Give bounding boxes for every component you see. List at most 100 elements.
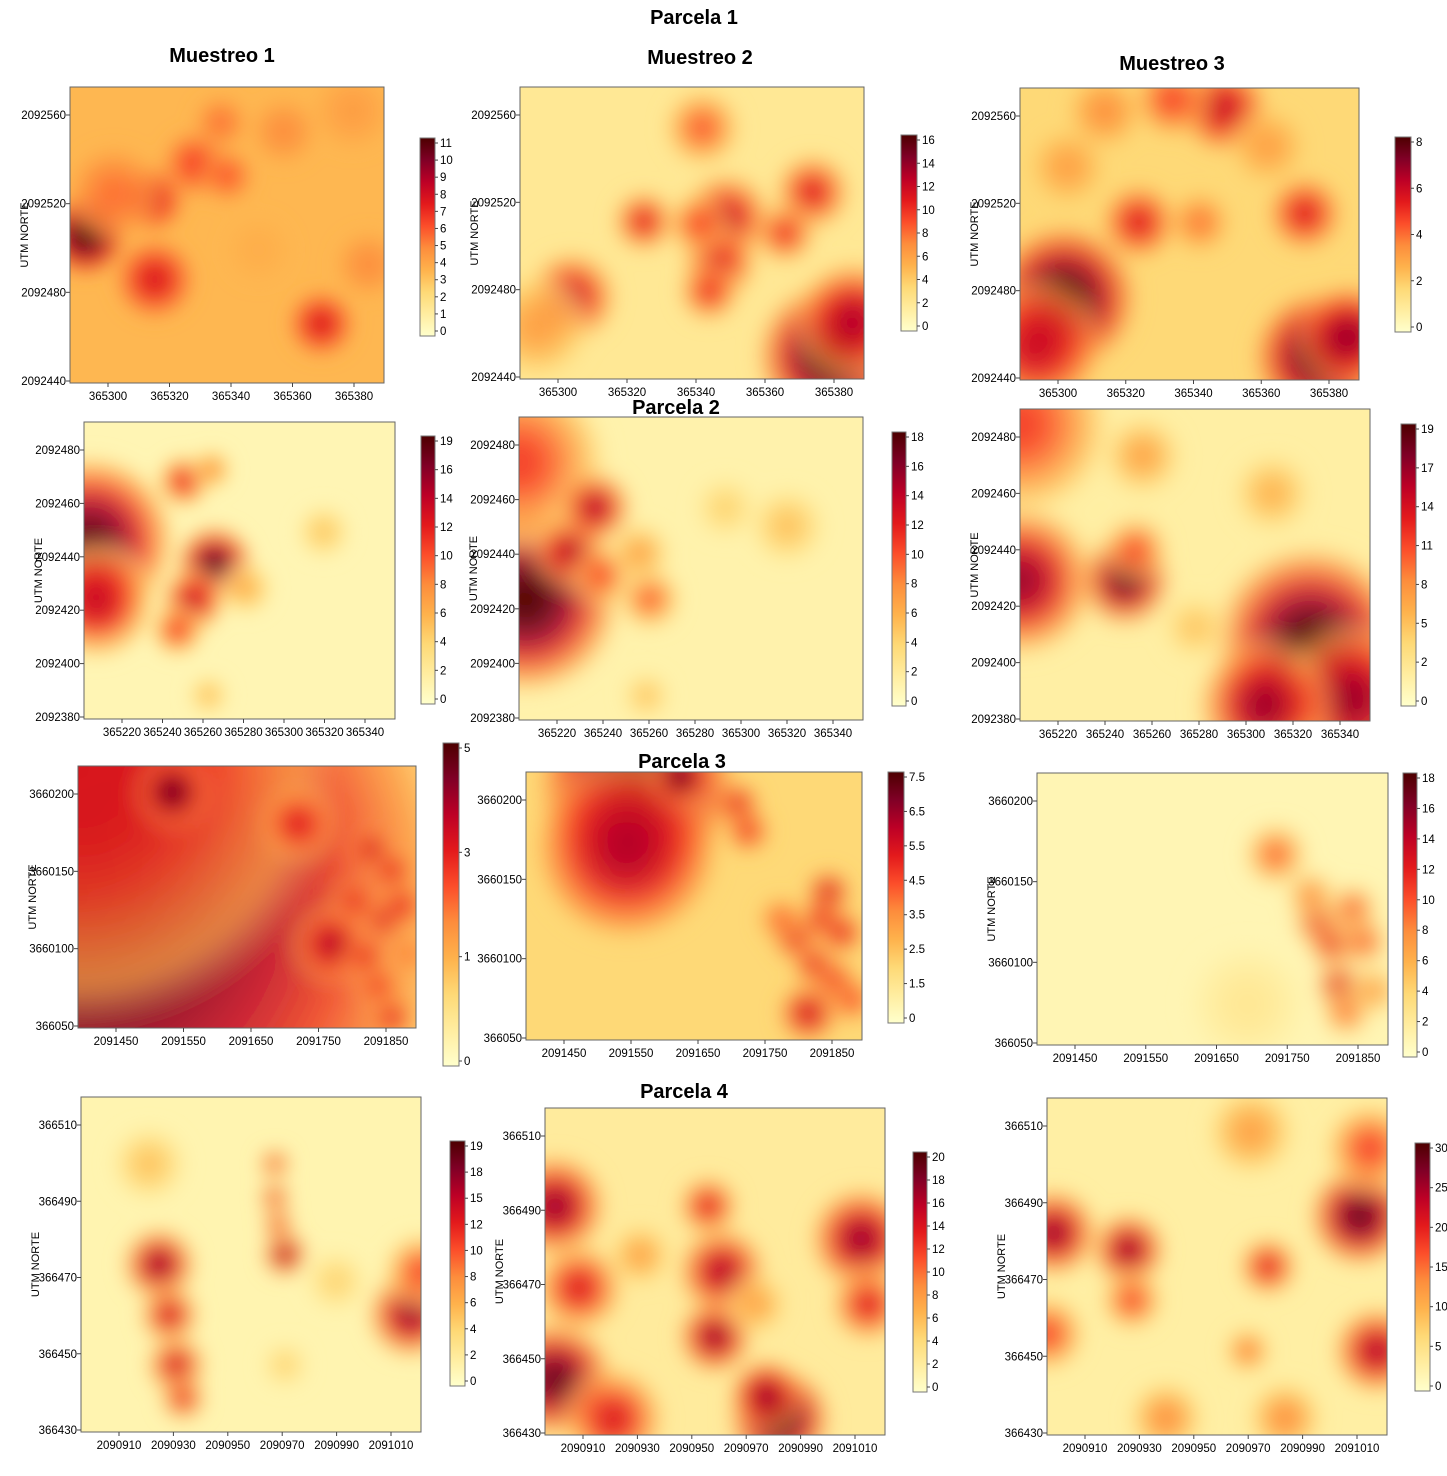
row-title-parcela-1: Parcela 1 (650, 7, 738, 29)
plot-frame (77, 765, 417, 1029)
colorbar-tick-label: 19 (440, 436, 453, 448)
hotspot-mark (1067, 88, 1143, 149)
hotspot-mark (1340, 918, 1387, 965)
heatmap-field (519, 417, 863, 720)
colorbar-tick-label: 6 (470, 1298, 476, 1310)
y-tick-label: 366510 (39, 1120, 77, 1132)
x-tick-label: 365300 (539, 387, 577, 399)
colorbar (419, 137, 436, 337)
x-tick-label: 365340 (212, 391, 250, 403)
colorbar (442, 742, 460, 1067)
hotspot-mark (262, 1232, 308, 1277)
colorbar-tick-label: 1 (440, 309, 446, 321)
y-axis-label: UTM NORTE (969, 201, 981, 266)
hotspot-mark (121, 1227, 197, 1302)
colorbar-tick-label: 10 (470, 1245, 483, 1257)
colorbar-tick-label: 20 (1435, 1222, 1447, 1234)
hotspot-mark (520, 273, 591, 379)
hotspot-mark (259, 1149, 290, 1179)
hotspot-mark (370, 995, 415, 1028)
y-tick-label: 2092560 (21, 110, 66, 122)
hotspot-mark (199, 148, 255, 204)
y-tick-label: 366470 (39, 1273, 77, 1285)
y-tick-label: 366050 (995, 1038, 1033, 1050)
hotspot-mark (1350, 967, 1388, 1014)
hotspot-mark (311, 87, 384, 153)
hotspot-mark (728, 1358, 804, 1434)
colorbar-tick-label: 2 (1421, 657, 1427, 669)
y-axis-label: UTM NORTE (494, 1239, 506, 1304)
y-tick-label: 366430 (39, 1425, 77, 1437)
x-tick-label: 2090970 (724, 1443, 769, 1455)
y-tick-label: 2092460 (971, 488, 1016, 500)
colorbar-tick-label: 0 (1416, 322, 1422, 334)
heatmap-panels: 2092560 2092520 2092480 2092440 365300 365320… (19, 86, 1447, 1455)
colorbar-tick-label: 10 (440, 155, 453, 167)
y-tick-label: 2092480 (471, 285, 516, 297)
y-tick-label: 366510 (1005, 1121, 1043, 1133)
plot-frame (544, 1107, 886, 1436)
plot-frame (83, 421, 396, 720)
y-tick-label: 2092460 (470, 495, 515, 507)
x-tick-label: 2090990 (778, 1443, 823, 1455)
colorbar (1414, 1142, 1431, 1392)
colorbar (912, 1151, 928, 1393)
y-tick-label: 2092460 (35, 498, 80, 510)
hotspot-mark (556, 470, 633, 546)
colorbar-tick-label: 15 (1435, 1262, 1447, 1274)
hotspot-mark (218, 560, 274, 616)
x-tick-label: 2090930 (151, 1440, 196, 1452)
column-title-muestreo-1: Muestreo 1 (169, 45, 275, 67)
hotspot-mark (333, 230, 384, 300)
colorbar-tick-label: 5 (440, 241, 446, 253)
colorbar-tick-label: 12 (911, 520, 924, 532)
colorbar-tick-label: 16 (922, 135, 935, 147)
colorbar-tick-label: 19 (1421, 424, 1434, 436)
colorbar-tick-label: 8 (1422, 925, 1428, 937)
plot-frame (1019, 87, 1360, 381)
colorbar-tick-label: 10 (922, 205, 935, 217)
y-tick-label: 2092380 (470, 713, 515, 725)
y-tick-label: 2092440 (470, 549, 515, 561)
hotspot-mark (306, 1251, 366, 1312)
colorbar-tick-label: 6 (440, 223, 446, 235)
colorbar (1394, 136, 1412, 333)
x-tick-label: 2091450 (1053, 1053, 1098, 1065)
colorbar-tick-label: 14 (1422, 834, 1435, 846)
hotspot-mark (1047, 1296, 1085, 1372)
plot-frame (1036, 772, 1389, 1046)
y-tick-label: 2092520 (971, 198, 1016, 210)
heatmap-field (526, 772, 862, 1040)
hotspot-mark (725, 808, 770, 854)
y-tick-label: 2092440 (471, 372, 516, 384)
heatmap-field (1020, 88, 1359, 380)
colorbar-tick-label: 15 (470, 1193, 483, 1205)
x-tick-label: 365240 (584, 728, 622, 740)
colorbar-tick-label: 6 (1416, 183, 1422, 195)
x-tick-label: 2090990 (314, 1440, 359, 1452)
y-tick-label: 2092440 (35, 552, 80, 564)
colorbar-tick-label: 4 (932, 1336, 939, 1348)
colorbar-tick-label: 8 (440, 579, 446, 591)
y-tick-label: 2092560 (471, 110, 516, 122)
x-tick-label: 2091010 (1335, 1443, 1380, 1455)
y-tick-label: 2092420 (35, 605, 80, 617)
colorbar-tick-label: 2 (1416, 276, 1422, 288)
x-tick-label: 2091550 (609, 1048, 654, 1060)
hotspot-mark (609, 523, 670, 584)
x-tick-label: 365320 (150, 391, 188, 403)
hotspot-mark (1020, 503, 1097, 658)
plot-frame (518, 416, 864, 721)
hotspot-mark (1233, 454, 1311, 532)
heatmap-field (520, 87, 864, 379)
hotspot-mark (1020, 277, 1105, 380)
x-tick-label: 2090930 (615, 1443, 660, 1455)
colorbar-tick-label: 11 (1421, 541, 1433, 553)
y-tick-label: 3660200 (988, 796, 1033, 808)
hotspot-mark (819, 910, 862, 955)
x-tick-label: 365320 (608, 387, 646, 399)
hotspot-mark (1238, 1236, 1298, 1297)
x-tick-label: 2091850 (810, 1048, 855, 1060)
hotspot-mark (262, 1342, 308, 1388)
colorbar-tick-label: 4 (1416, 230, 1423, 242)
